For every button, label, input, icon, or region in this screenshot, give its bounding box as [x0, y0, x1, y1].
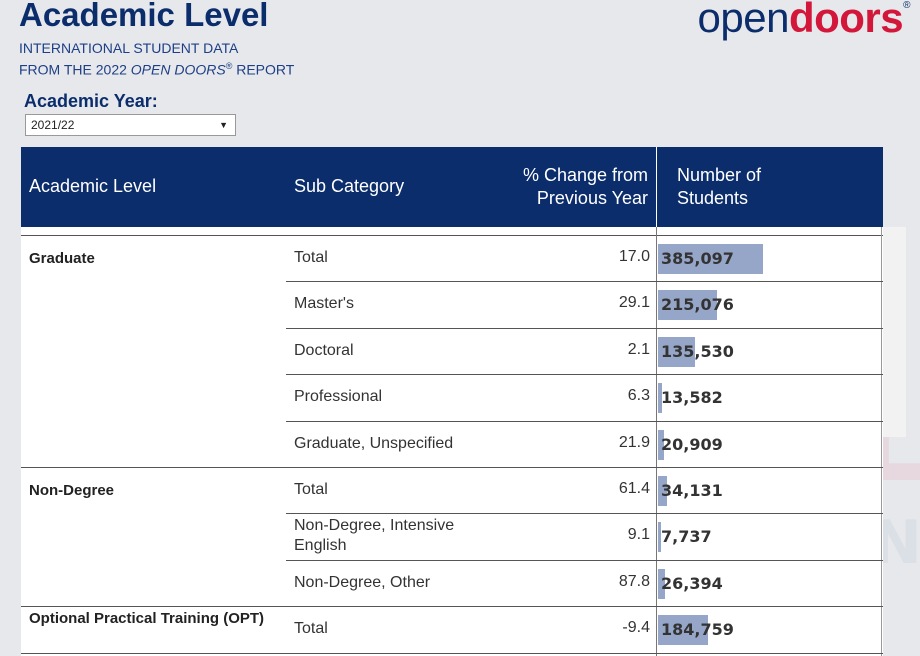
students-header-line1: Number of — [677, 165, 762, 185]
dropdown-arrow-icon: ▼ — [219, 120, 228, 130]
row-separator — [286, 374, 883, 376]
table-row: Doctoral 2.1 135,530 — [21, 329, 883, 376]
row-separator — [21, 652, 883, 654]
pct-header-line1: % Change from — [522, 165, 648, 185]
table-row: Optional Practical Training (OPT) Total -9… — [21, 607, 883, 654]
pct-change-cell: 29.1 — [618, 294, 650, 312]
academic-level-cell: Graduate — [29, 250, 95, 267]
students-bar — [658, 568, 666, 599]
pct-change-cell: 6.3 — [627, 387, 650, 405]
row-separator — [286, 559, 883, 561]
academic-year-select[interactable]: 2021/22 ▼ — [25, 114, 236, 136]
students-bar — [658, 476, 668, 506]
table-row: Non-Degree, Intensive English 9.1 7,737 — [21, 514, 883, 561]
students-bar — [658, 244, 763, 274]
page-title: Academic Level — [19, 0, 269, 33]
sub-category-cell: Graduate, Unspecified — [294, 434, 454, 452]
sub-category-cell: Master's — [294, 295, 354, 313]
row-separator — [286, 513, 883, 515]
students-bar — [658, 615, 709, 646]
students-value-label: 34,131 — [661, 481, 723, 500]
sub-category-cell: Doctoral — [294, 341, 354, 359]
academic-year-value: 2021/22 — [31, 118, 75, 132]
sub-category-cell: Non-Degree, Intensive English — [294, 517, 455, 555]
students-bar — [658, 290, 717, 321]
row-separator — [21, 466, 883, 468]
sub-category-cell: Total — [294, 620, 328, 638]
bar-column-divider — [656, 227, 657, 656]
table-row: Graduate, Unspecified 21.9 20,909 — [21, 422, 883, 468]
students-bar — [658, 522, 661, 553]
students-value-label: 20,909 — [661, 434, 723, 454]
table-row: Graduate Total 17.0 385,097 — [21, 236, 883, 283]
students-bar — [658, 383, 662, 414]
table-row: Non-Degree Total 61.4 34,131 — [21, 468, 883, 515]
table-row: Master's 29.1 215,076 — [21, 282, 883, 329]
logo-registered-mark: ® — [903, 0, 910, 11]
column-header-number-of-students[interactable]: Number of Students — [677, 164, 797, 210]
students-value-label: 26,394 — [661, 573, 723, 593]
sub-category-cell: Professional — [294, 388, 383, 406]
students-value-label: 135,530 — [661, 341, 734, 361]
academic-level-cell: Non-Degree — [29, 482, 115, 499]
pct-change-cell: 87.8 — [618, 572, 650, 590]
column-header-pct-change[interactable]: % Change from Previous Year — [488, 164, 648, 210]
pct-header-line2: Previous Year — [536, 188, 648, 208]
academic-level-cell: Optional Practical Training (OPT) — [29, 610, 265, 628]
pct-change-cell: 21.9 — [618, 433, 650, 451]
row-separator — [286, 327, 883, 329]
page-subtitle-line2: FROM THE 2022 OPEN DOORS® REPORT — [19, 61, 294, 78]
logo-part1: open — [697, 0, 790, 41]
subtitle-prefix: FROM THE 2022 — [19, 61, 131, 78]
sub-category-cell: Total — [294, 249, 328, 266]
pct-change-cell: 17.0 — [618, 248, 650, 265]
page-subtitle-line1: INTERNATIONAL STUDENT DATA — [19, 40, 239, 56]
row-separator — [286, 420, 883, 422]
students-bar — [658, 429, 664, 460]
table-body: Graduate Total 17.0 385,097 Master's 29.1 215,… — [21, 227, 883, 656]
row-separator — [21, 606, 883, 608]
subtitle-report-name: OPEN DOORS — [130, 61, 226, 78]
row-separator — [286, 281, 883, 283]
column-header-sub-category[interactable]: Sub Category — [294, 176, 405, 196]
academic-year-label: Academic Year: — [24, 91, 158, 111]
subtitle-suffix: REPORT — [232, 61, 295, 78]
table-right-border — [881, 227, 882, 656]
students-value-label: 385,097 — [661, 249, 734, 268]
table-header: Academic Level Sub Category % Change fro… — [21, 147, 883, 227]
students-value-label: 215,076 — [661, 295, 734, 315]
pct-change-cell: 61.4 — [618, 480, 650, 497]
sub-category-cell: Total — [294, 481, 328, 498]
pct-change-cell: 2.1 — [627, 340, 650, 358]
pct-change-cell: -9.4 — [622, 619, 650, 637]
header-divider — [656, 147, 657, 227]
opendoors-logo[interactable]: opendoors® — [697, 0, 911, 42]
table-scrollbar[interactable] — [883, 227, 906, 437]
table-row: Non-Degree, Other 87.8 26,394 — [21, 561, 883, 608]
students-header-line2: Students — [677, 188, 749, 208]
table-row: Professional 6.3 13,582 — [21, 375, 883, 422]
column-header-academic-level[interactable]: Academic Level — [29, 176, 157, 196]
logo-part2: doors — [788, 0, 904, 41]
students-value-label: 184,759 — [661, 620, 734, 640]
sub-category-cell: Non-Degree, Other — [294, 573, 431, 591]
students-bar — [658, 336, 695, 367]
table-top-rule — [21, 235, 883, 236]
students-value-label: 7,737 — [661, 527, 712, 547]
students-value-label: 13,582 — [661, 388, 723, 408]
pct-change-cell: 9.1 — [627, 526, 650, 544]
subtitle-registered-mark: ® — [225, 61, 233, 71]
